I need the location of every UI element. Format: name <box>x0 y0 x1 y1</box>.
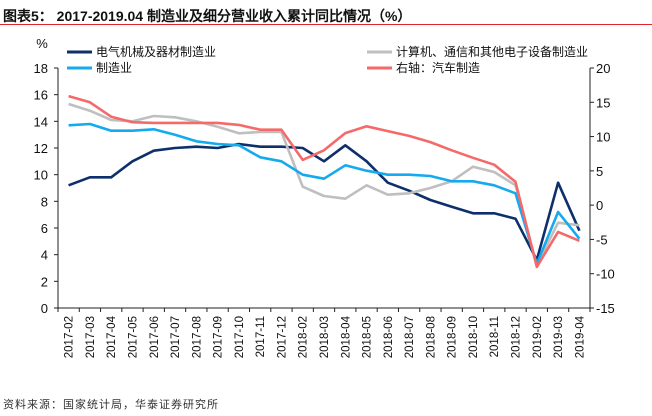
y2-tick-label: 10 <box>596 130 610 145</box>
y-axis-label: % <box>36 36 48 51</box>
x-tick-label: 2017-12 <box>276 316 288 358</box>
y2-tick-label: -15 <box>596 301 615 316</box>
x-tick-label: 2018-06 <box>383 316 395 358</box>
y-tick-label: 6 <box>41 221 48 236</box>
y2-tick-label: 5 <box>596 164 603 179</box>
x-tick-label: 2017-04 <box>106 315 118 358</box>
legend-label-0: 电气机械及器材制造业 <box>96 44 216 59</box>
x-tick-label: 2017-06 <box>149 316 161 358</box>
x-tick-label: 2017-09 <box>213 316 225 358</box>
series-line-3 <box>68 94 580 269</box>
x-tick-label: 2018-05 <box>362 316 374 358</box>
x-tick-label: 2018-11 <box>489 316 501 357</box>
legend-label-3: 右轴：汽车制造 <box>396 60 480 75</box>
x-tick-label: 2019-03 <box>553 316 565 358</box>
y2-tick-label: -10 <box>596 267 615 282</box>
x-tick-label: 2018-09 <box>447 316 459 358</box>
x-tick-label: 2017-07 <box>170 316 182 358</box>
x-tick-label: 2018-10 <box>468 316 480 358</box>
y-tick-label: 4 <box>41 248 48 263</box>
x-tick-label: 2018-02 <box>298 316 310 358</box>
x-tick-label: 2018-03 <box>319 316 331 358</box>
x-tick-label: 2018-12 <box>511 316 523 358</box>
y2-tick-label: 20 <box>596 61 610 76</box>
x-tick-label: 2018-07 <box>404 316 416 358</box>
y-tick-label: 12 <box>34 141 48 156</box>
y2-tick-label: 0 <box>596 198 603 213</box>
y-tick-label: 0 <box>41 301 48 316</box>
x-tick-label: 2017-05 <box>127 316 139 358</box>
x-tick-label: 2019-04 <box>574 315 586 358</box>
series-line-1 <box>68 102 580 267</box>
x-tick-label: 2018-04 <box>340 315 352 358</box>
source-note: 资料来源：国家统计局，华泰证券研究所 <box>3 399 219 411</box>
chart-title: 图表5： 2017-2019.04 制造业及细分营业收入累计同比情况（%） <box>3 8 412 24</box>
y-tick-label: 14 <box>34 114 48 129</box>
x-tick-label: 2017-02 <box>64 316 76 358</box>
title-divider <box>0 24 652 25</box>
x-tick-label: 2017-08 <box>191 316 203 358</box>
y-tick-label: 10 <box>34 168 48 183</box>
y-tick-label: 18 <box>34 61 48 76</box>
x-tick-label: 2019-02 <box>532 316 544 358</box>
y-tick-label: 8 <box>41 194 48 209</box>
x-tick-label: 2017-11 <box>255 316 267 357</box>
series-line-0 <box>68 142 581 262</box>
legend-label-1: 计算机、通信和其他电子设备制造业 <box>396 44 588 59</box>
x-tick-label: 2017-10 <box>234 316 246 358</box>
y-tick-label: 16 <box>34 88 48 103</box>
x-tick-label: 2018-08 <box>425 316 437 358</box>
series-line-2 <box>68 122 581 266</box>
y2-tick-label: 15 <box>596 95 610 110</box>
y2-tick-label: -5 <box>596 232 608 247</box>
y-tick-label: 2 <box>41 274 48 289</box>
x-tick-label: 2017-03 <box>85 316 97 358</box>
legend-label-2: 制造业 <box>96 61 132 75</box>
